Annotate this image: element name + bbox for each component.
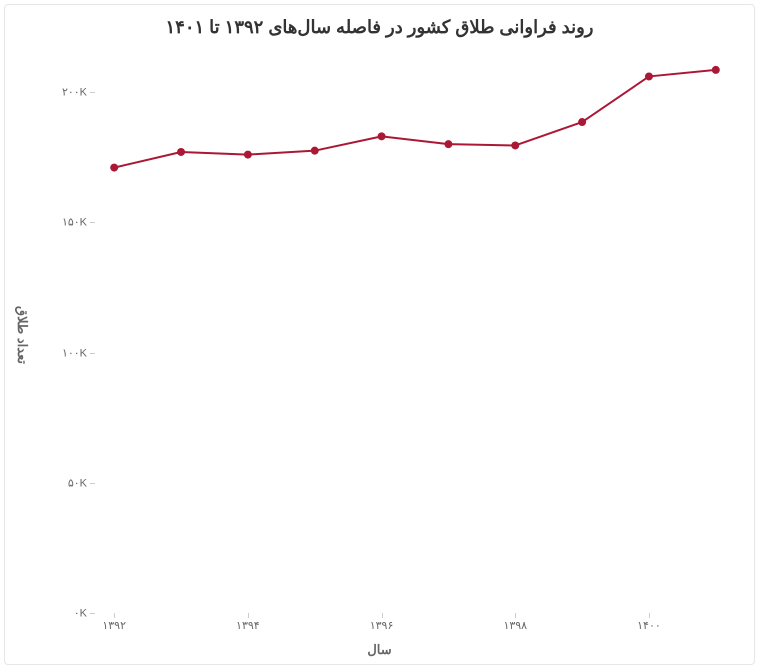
chart-title: روند فراوانی طلاق کشور در فاصله سال‌های … (5, 5, 754, 46)
x-tick-mark (382, 613, 383, 618)
y-tick-mark (90, 353, 95, 354)
x-tick-label: ۱۳۹۴ (236, 619, 260, 632)
y-tick-label: ۵۰K (68, 476, 87, 489)
data-point[interactable] (110, 164, 118, 172)
x-tick-label: ۱۳۹۶ (370, 619, 394, 632)
data-point[interactable] (311, 147, 319, 155)
data-point[interactable] (378, 132, 386, 140)
y-tick-label: ۱۵۰K (62, 216, 87, 229)
plot-area: ۰K۵۰K۱۰۰K۱۵۰K۲۰۰K۱۳۹۲۱۳۹۴۱۳۹۶۱۳۹۸۱۴۰۰ (95, 53, 735, 613)
plot-svg (95, 53, 735, 613)
y-tick-label: ۲۰۰K (62, 86, 87, 99)
x-tick-label: ۱۳۹۲ (102, 619, 126, 632)
x-tick-mark (248, 613, 249, 618)
data-point[interactable] (177, 148, 185, 156)
y-axis-label: تعداد طلاق (15, 306, 30, 364)
chart-container: روند فراوانی طلاق کشور در فاصله سال‌های … (4, 4, 755, 665)
data-point[interactable] (244, 151, 252, 159)
x-tick-mark (515, 613, 516, 618)
y-tick-label: ۱۰۰K (62, 346, 87, 359)
x-tick-mark (649, 613, 650, 618)
y-tick-mark (90, 92, 95, 93)
data-point[interactable] (511, 141, 519, 149)
y-tick-mark (90, 222, 95, 223)
x-tick-label: ۱۴۰۰ (637, 619, 661, 632)
data-point[interactable] (712, 66, 720, 74)
y-tick-label: ۰K (74, 607, 87, 620)
data-point[interactable] (444, 140, 452, 148)
data-point[interactable] (578, 118, 586, 126)
x-tick-label: ۱۳۹۸ (503, 619, 527, 632)
data-point[interactable] (645, 72, 653, 80)
x-tick-mark (114, 613, 115, 618)
y-tick-mark (90, 613, 95, 614)
x-axis-label: سال (367, 642, 391, 658)
y-tick-mark (90, 483, 95, 484)
data-line (114, 70, 716, 168)
